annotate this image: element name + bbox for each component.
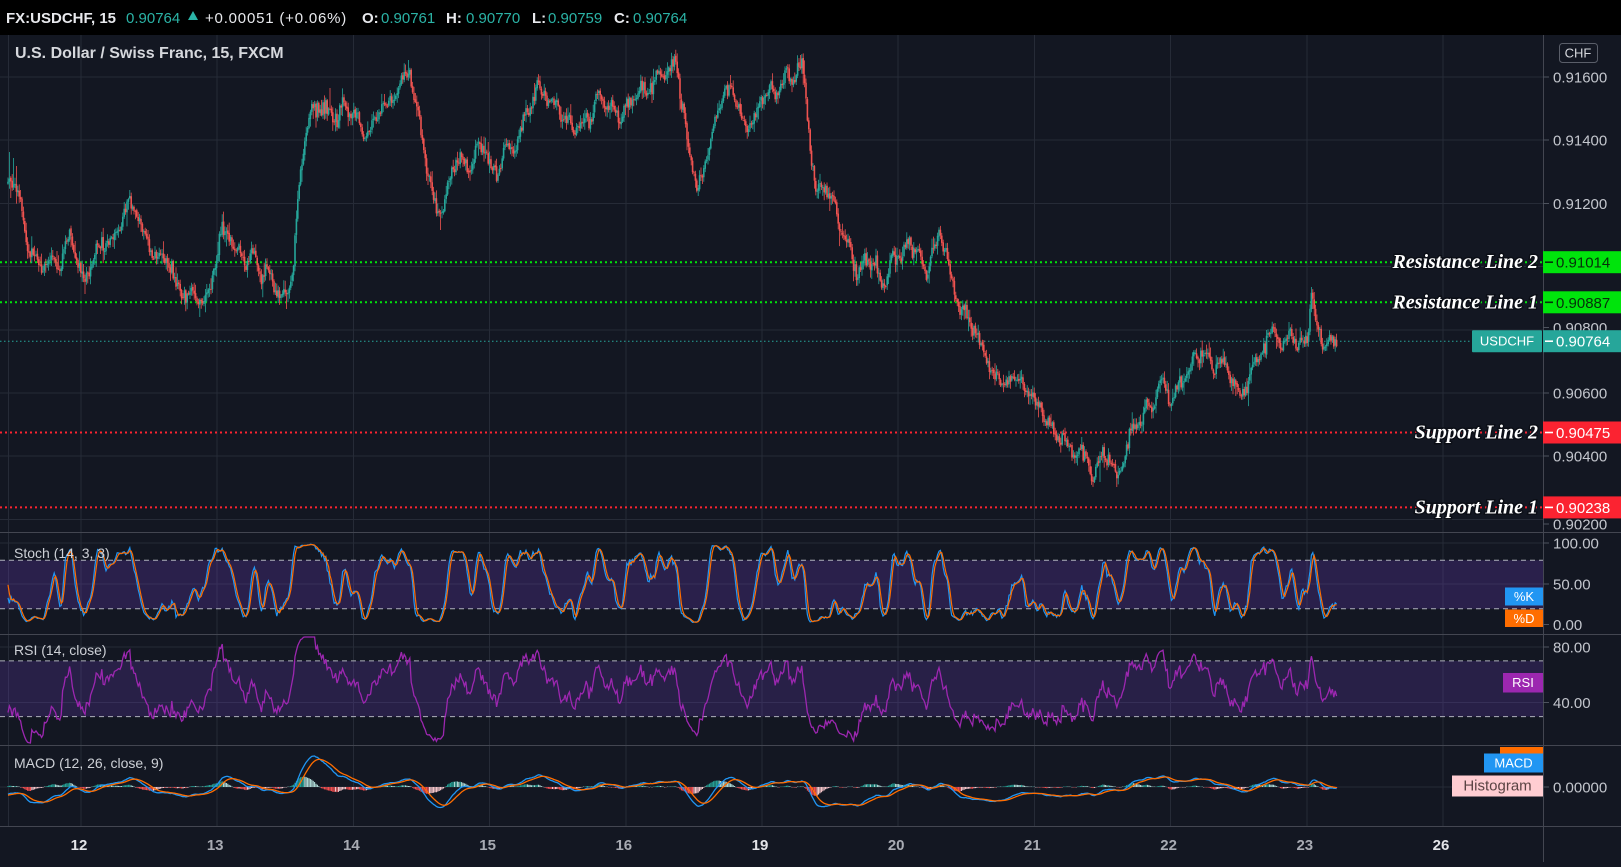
svg-text:%D: %D <box>1514 611 1535 626</box>
svg-text:26: 26 <box>1433 837 1450 854</box>
svg-text:+0.00051 (+0.06%): +0.00051 (+0.06%) <box>205 10 347 27</box>
svg-text:MACD (12, 26, close, 9): MACD (12, 26, close, 9) <box>14 755 163 771</box>
svg-text:0.91200: 0.91200 <box>1553 196 1607 213</box>
svg-text:FX:USDCHF, 15: FX:USDCHF, 15 <box>6 10 116 27</box>
svg-text:23: 23 <box>1296 837 1313 854</box>
svg-text:40.00: 40.00 <box>1553 695 1591 712</box>
svg-text:H:: H: <box>446 10 462 27</box>
svg-text:C:: C: <box>614 10 630 27</box>
svg-text:0.90764: 0.90764 <box>633 10 687 27</box>
svg-text:Support Line 1: Support Line 1 <box>1415 496 1538 518</box>
svg-text:USDCHF: USDCHF <box>1480 334 1534 349</box>
svg-text:80.00: 80.00 <box>1553 640 1591 657</box>
svg-text:0.90761: 0.90761 <box>381 10 435 27</box>
svg-text:0.90400: 0.90400 <box>1553 449 1607 466</box>
svg-text:L:: L: <box>532 10 546 27</box>
svg-text:15: 15 <box>479 837 496 854</box>
svg-text:12: 12 <box>71 837 88 854</box>
svg-text:Support Line 2: Support Line 2 <box>1415 422 1538 444</box>
svg-text:0.90764: 0.90764 <box>1556 334 1610 351</box>
svg-text:0.90764: 0.90764 <box>126 10 180 27</box>
svg-text:RSI: RSI <box>1512 675 1534 690</box>
svg-text:O:: O: <box>362 10 379 27</box>
svg-text:Histogram: Histogram <box>1463 778 1531 795</box>
svg-text:0.00: 0.00 <box>1553 617 1582 634</box>
svg-text:MACD: MACD <box>1494 756 1532 771</box>
svg-text:Resistance Line 2: Resistance Line 2 <box>1391 251 1538 273</box>
svg-text:Resistance Line 1: Resistance Line 1 <box>1391 291 1538 313</box>
svg-text:22: 22 <box>1160 837 1177 854</box>
svg-text:0.90200: 0.90200 <box>1553 517 1607 534</box>
svg-text:13: 13 <box>207 837 224 854</box>
svg-text:0.91600: 0.91600 <box>1553 70 1607 87</box>
svg-text:CHF: CHF <box>1565 46 1592 61</box>
svg-text:0.90475: 0.90475 <box>1556 425 1610 442</box>
svg-text:19: 19 <box>752 837 769 854</box>
svg-text:0.91014: 0.91014 <box>1556 255 1610 272</box>
svg-text:0.91400: 0.91400 <box>1553 133 1607 150</box>
svg-text:Stoch (14, 3, 3): Stoch (14, 3, 3) <box>14 545 110 561</box>
svg-text:16: 16 <box>615 837 632 854</box>
svg-text:0.90759: 0.90759 <box>548 10 602 27</box>
svg-text:0.90600: 0.90600 <box>1553 386 1607 403</box>
svg-text:0.00000: 0.00000 <box>1553 780 1607 797</box>
svg-text:100.00: 100.00 <box>1553 536 1599 553</box>
svg-text:U.S. Dollar / Swiss Franc, 15,: U.S. Dollar / Swiss Franc, 15, FXCM <box>15 45 284 62</box>
svg-text:0.90887: 0.90887 <box>1556 295 1610 312</box>
svg-text:20: 20 <box>888 837 905 854</box>
svg-text:0.90770: 0.90770 <box>466 10 520 27</box>
svg-text:0.90238: 0.90238 <box>1556 500 1610 517</box>
svg-text:14: 14 <box>343 837 360 854</box>
svg-text:50.00: 50.00 <box>1553 576 1591 593</box>
svg-text:RSI (14, close): RSI (14, close) <box>14 642 107 658</box>
svg-text:%K: %K <box>1514 589 1535 604</box>
svg-text:21: 21 <box>1024 837 1041 854</box>
